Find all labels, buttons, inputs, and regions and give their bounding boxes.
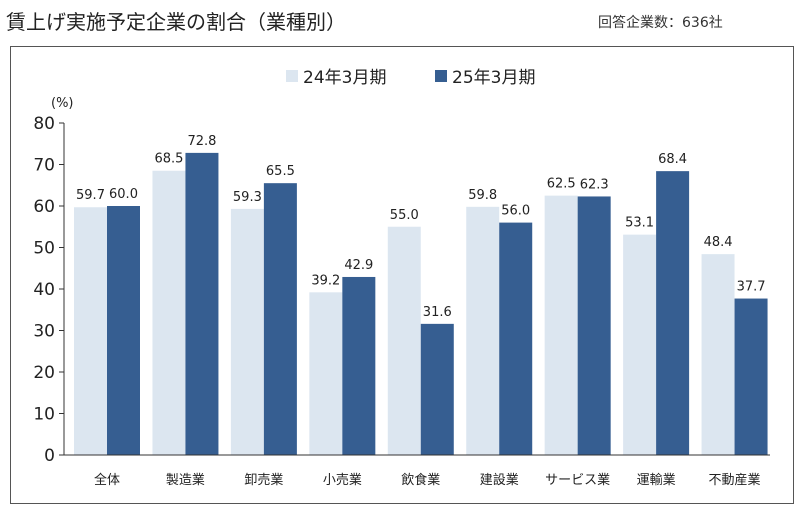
bar-fy25 <box>734 298 768 455</box>
bar-fy25 <box>499 222 533 455</box>
legend: 24年3月期 25年3月期 <box>286 68 535 88</box>
y-tick-label: 70 <box>33 156 55 176</box>
data-label: 68.5 <box>154 152 183 167</box>
bar-fy25 <box>342 276 376 455</box>
x-category-label: 卸売業 <box>244 472 283 488</box>
y-axis-unit-label: (%) <box>51 96 74 111</box>
data-label: 72.8 <box>187 134 216 149</box>
legend-swatch <box>435 70 447 82</box>
legend-label: 24年3月期 <box>303 68 386 88</box>
data-label: 59.3 <box>233 190 262 205</box>
data-label: 60.0 <box>109 187 138 202</box>
y-tick-label: 0 <box>44 446 55 466</box>
legend-label: 25年3月期 <box>452 68 535 88</box>
y-tick-label: 80 <box>33 114 55 134</box>
bar-fy24 <box>623 234 657 455</box>
bar-fy25 <box>656 171 690 455</box>
bar-fy25 <box>107 206 140 455</box>
data-label: 39.2 <box>311 273 340 288</box>
x-category-label: 建設業 <box>480 472 519 488</box>
x-category-label: 製造業 <box>166 472 205 488</box>
data-label: 62.5 <box>547 177 576 192</box>
data-label: 55.0 <box>390 208 419 223</box>
chart-frame <box>10 46 794 504</box>
data-label: 62.3 <box>580 177 609 192</box>
y-tick-label: 10 <box>33 405 55 425</box>
bar-fy25 <box>185 152 219 455</box>
data-label: 59.7 <box>76 188 105 203</box>
y-tick-label: 50 <box>33 239 55 259</box>
bar-fy24 <box>466 206 500 455</box>
legend-swatch <box>286 70 298 82</box>
y-tick-label: 40 <box>33 280 55 300</box>
bars: 59.7 60.0 68.5 72.8 59.3 65.5 39.2 42.9 55.0 31.6… <box>74 134 768 456</box>
y-tick-label: 20 <box>33 363 55 383</box>
x-category-label: 小売業 <box>323 472 362 488</box>
y-tick-label: 60 <box>33 197 55 217</box>
bar-fy24 <box>74 207 107 455</box>
data-label: 68.4 <box>658 152 687 167</box>
bar-fy25 <box>263 183 297 456</box>
bar-fy24 <box>701 254 735 455</box>
bar-fy25 <box>420 323 454 455</box>
x-category-label: 全体 <box>94 472 120 488</box>
data-label: 37.7 <box>737 280 766 295</box>
y-tick-label: 30 <box>33 322 55 342</box>
y-axis: 0 10 20 30 40 50 60 70 80 <box>33 114 65 466</box>
data-label: 31.6 <box>423 305 452 320</box>
x-category-label: 不動産業 <box>709 472 761 488</box>
bar-fy24 <box>230 208 264 455</box>
bar-fy24 <box>309 292 343 455</box>
x-category-label: 飲食業 <box>401 472 440 488</box>
bar-fy24 <box>387 226 421 455</box>
data-label: 53.1 <box>625 216 654 231</box>
data-label: 65.5 <box>266 164 295 179</box>
chart-title: 賃上げ実施予定企業の割合（業種別） <box>6 10 346 34</box>
data-label: 42.9 <box>344 258 373 273</box>
x-category-label: 運輸業 <box>637 472 676 488</box>
data-label: 48.4 <box>704 235 733 250</box>
data-label: 56.0 <box>501 204 530 219</box>
bar-fy25 <box>577 196 611 455</box>
data-label: 59.8 <box>468 188 497 203</box>
x-axis: 全体 製造業 卸売業 小売業 飲食業 建設業 サービス業 運輸業 不動産業 <box>64 454 770 488</box>
bar-fy24 <box>152 170 186 455</box>
bar-fy24 <box>544 195 578 455</box>
respondent-count-note: 回答企業数：636社 <box>598 15 723 31</box>
x-category-label: サービス業 <box>545 472 610 488</box>
